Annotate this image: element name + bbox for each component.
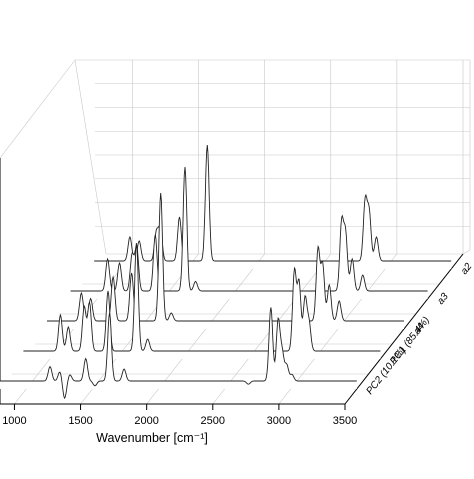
left-wall-edge <box>0 59 76 159</box>
series-occluder <box>70 167 428 299</box>
series-occluder <box>94 145 452 269</box>
x-tick-label: 1000 <box>2 415 26 427</box>
series-occluder <box>23 243 381 359</box>
axis-layer: 1000 1500 2000 2500 3000 3500 <box>0 253 464 427</box>
series-label: a3 <box>435 291 451 307</box>
series-layer <box>0 144 452 400</box>
series-line <box>94 144 452 262</box>
x-tick-label: 3000 <box>267 415 291 427</box>
series-line <box>47 192 404 322</box>
series-label: a2 <box>459 261 474 277</box>
series-occluder <box>0 307 357 399</box>
x-tick-label: 2500 <box>201 415 225 427</box>
back-wall-outline <box>74 59 471 255</box>
x-axis-title: Wavenumber [cm⁻¹] <box>96 431 208 445</box>
x-tick-label: 1500 <box>68 415 92 427</box>
series-line <box>0 307 357 400</box>
series-line <box>23 242 381 352</box>
series-line <box>70 166 428 292</box>
x-tick-label: 2000 <box>134 415 158 427</box>
x-tick-label: 3500 <box>333 415 357 427</box>
